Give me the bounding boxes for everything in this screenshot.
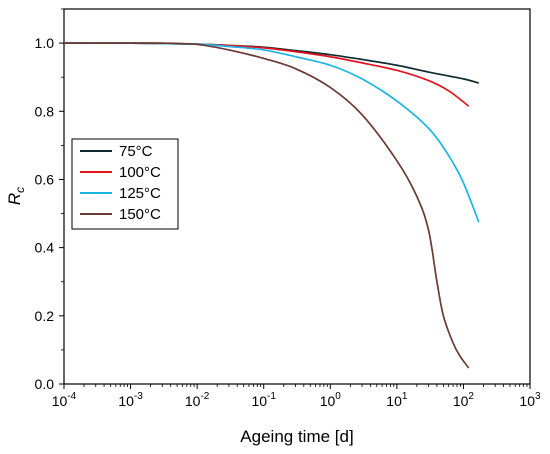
y-tick-label: 1.0 <box>35 35 55 51</box>
x-tick-label: 103 <box>519 391 541 409</box>
x-tick-label: 102 <box>453 391 475 409</box>
x-tick-label: 10-4 <box>52 391 77 409</box>
x-tick-label: 10-1 <box>251 391 276 409</box>
plot-frame <box>63 8 531 385</box>
y-tick-label: 0.8 <box>35 103 55 119</box>
x-tick-label: 10-2 <box>185 391 210 409</box>
y-tick-label: 0.6 <box>35 171 55 187</box>
legend: 75°C 100°C 125°C 150°C <box>71 138 179 230</box>
x-tick-label: 101 <box>386 391 408 409</box>
y-tick-label: 0.4 <box>35 240 55 256</box>
series-line <box>64 42 470 369</box>
x-tick-label: 100 <box>320 391 342 409</box>
y-tick-label: 0.2 <box>35 308 55 324</box>
legend-label: 75°C <box>119 143 153 160</box>
legend-label: 150°C <box>119 206 161 223</box>
x-axis-label: Ageing time [d] <box>240 427 353 446</box>
data-curves <box>63 42 480 369</box>
legend-label: 100°C <box>119 164 161 181</box>
axis-ticks <box>59 8 531 389</box>
x-tick-label: 10-3 <box>118 391 143 409</box>
y-tick-label: 0.0 <box>35 376 55 392</box>
y-axis-label: Rc <box>5 187 27 205</box>
series-line <box>63 42 470 107</box>
y-axis-label-sub: c <box>13 187 27 193</box>
legend-label: 125°C <box>119 185 161 202</box>
tick-labels: 10-4 10-3 10-2 10-1 100 101 102 103 0.0 0.2 0.4 0.6… <box>35 35 541 409</box>
y-axis-label-main: R <box>5 193 24 205</box>
